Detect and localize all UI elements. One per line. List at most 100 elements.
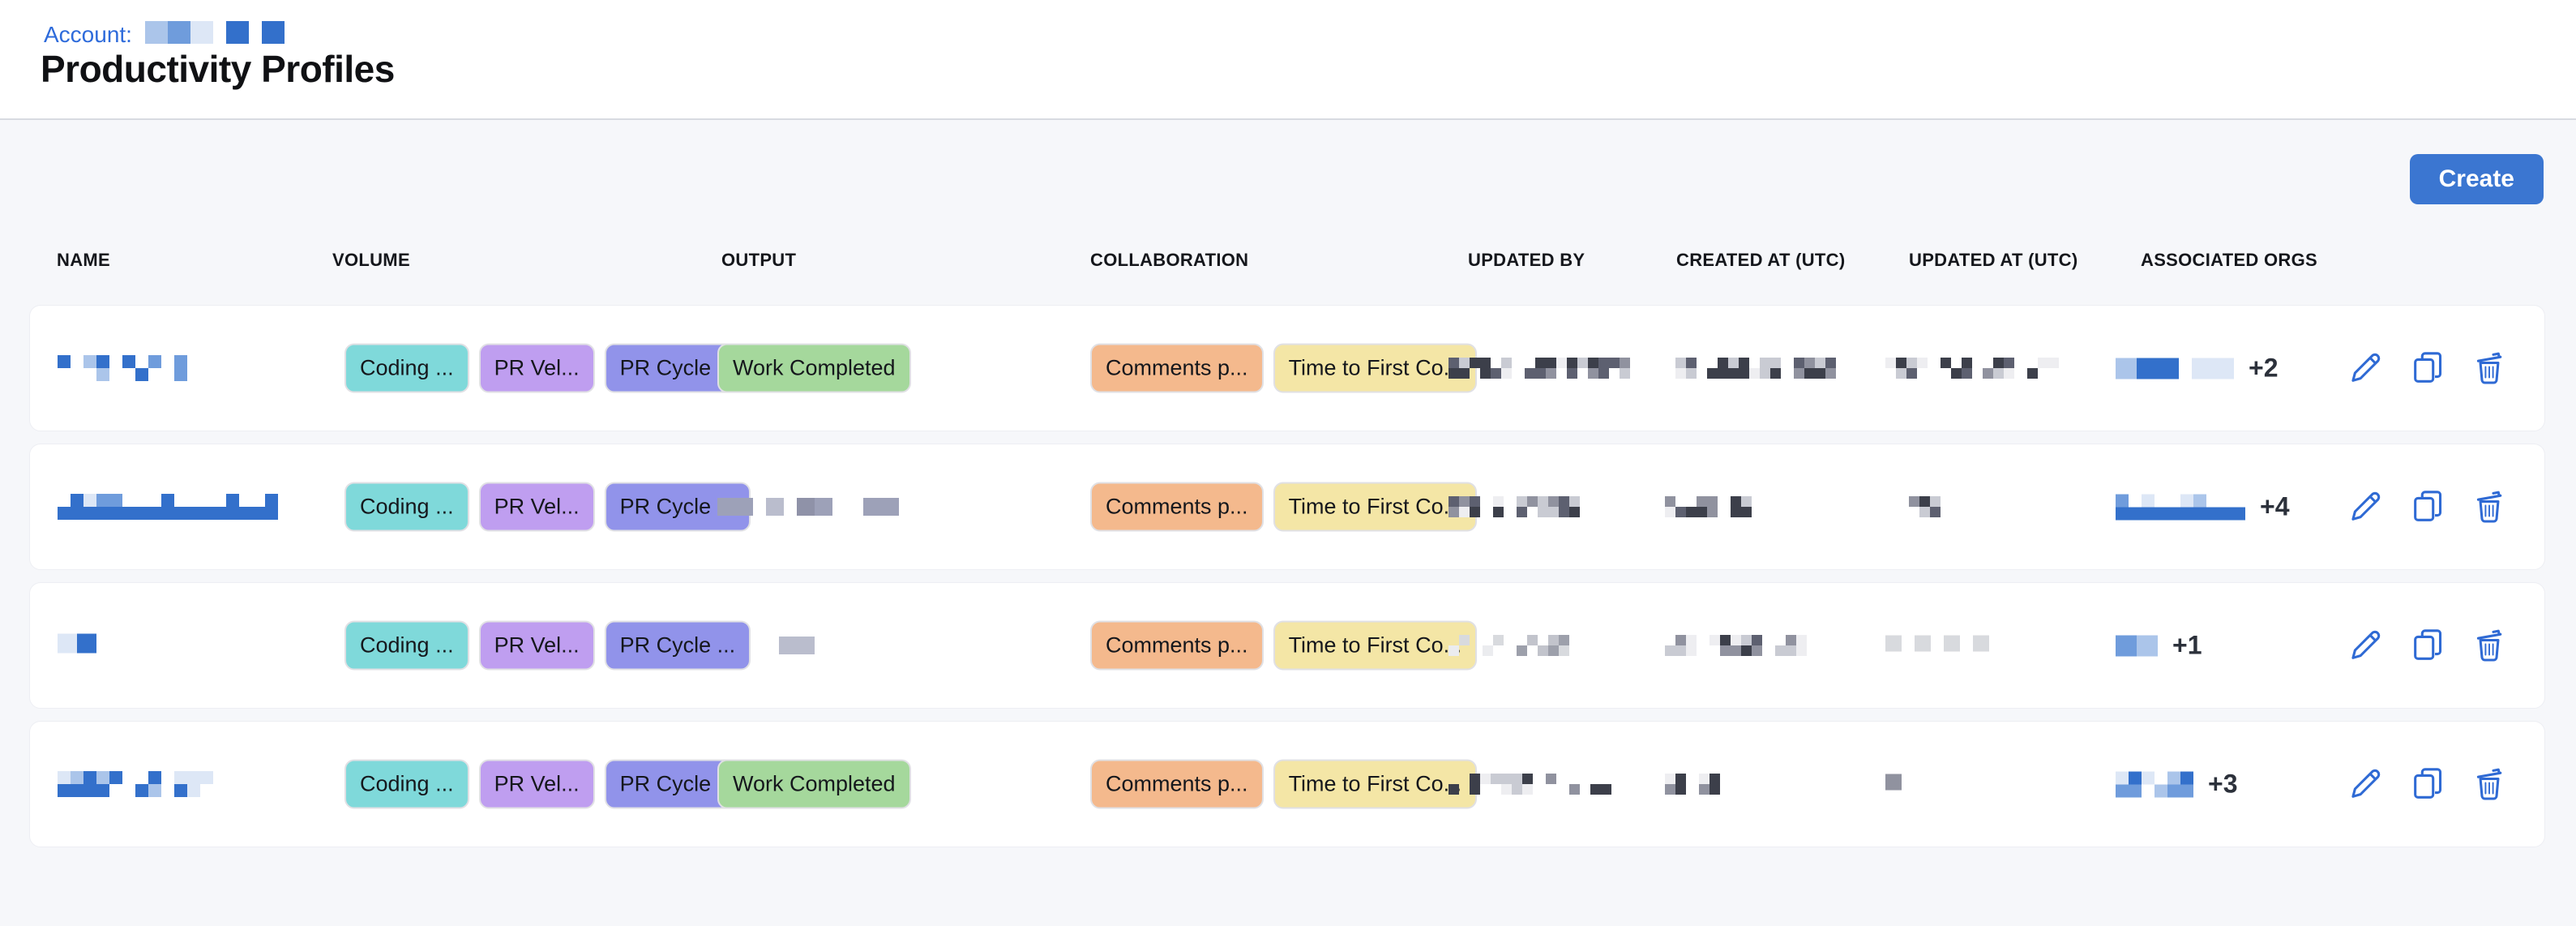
edit-button[interactable] [2347,349,2385,387]
metric-chip: Comments p... [1090,620,1264,671]
metric-chip: Comments p... [1090,482,1264,532]
volume-chips: Coding ... PR Vel... PR Cycle ... [344,759,751,809]
pencil-icon [2347,765,2385,803]
pencil-icon [2347,627,2385,664]
output-redacted [717,637,845,654]
orgs-more-count: +3 [2208,769,2238,799]
output-cell [717,498,899,516]
orgs-more-count: +2 [2249,353,2279,383]
orgs-redacted [2116,635,2158,656]
metric-chip: Coding ... [344,482,469,532]
column-header-associated-orgs: ASSOCIATED ORGS [2141,250,2318,270]
create-button[interactable]: Create [2409,154,2544,204]
associated-orgs-cell: +2 [2116,354,2278,384]
metric-chip: Work Completed [717,343,911,393]
created-at-redacted [1665,496,1752,517]
volume-chips: Coding ... PR Vel... PR Cycle ... [344,482,751,532]
metric-chip: PR Vel... [478,759,595,809]
orgs-more-count: +4 [2260,491,2290,521]
column-header-volume: VOLUME [332,250,410,270]
associated-orgs-cell: +1 [2116,631,2202,661]
updated-by-redacted [1448,635,1569,656]
content-area: Create NAME VOLUME OUTPUT COLLABORATION UPDA… [0,118,2576,926]
trash-icon [2471,765,2508,803]
created-at-redacted [1665,635,1807,656]
volume-chips: Coding ... PR Vel... PR Cycle ... [344,343,751,393]
metric-chip: Comments p... [1090,343,1264,393]
associated-orgs-cell: +3 [2116,770,2237,800]
column-header-output: OUTPUT [721,250,797,270]
row-actions [2347,765,2508,803]
duplicate-button[interactable] [2409,627,2446,664]
orgs-more-count: +1 [2172,630,2202,660]
updated-at-redacted [1885,774,1902,791]
metric-chip: Comments p... [1090,759,1264,809]
row-actions [2347,349,2508,387]
name-redacted [58,355,187,381]
duplicate-button[interactable] [2409,349,2446,387]
created-at-redacted [1665,774,1720,795]
metric-chip: PR Vel... [478,620,595,671]
row-actions [2347,488,2508,525]
duplicate-button[interactable] [2409,765,2446,803]
top-bar: Account: Productivity Profiles [0,0,2576,118]
account-link[interactable]: Account: [44,21,132,47]
volume-chips: Coding ... PR Vel... PR Cycle ... [344,620,751,671]
delete-button[interactable] [2471,349,2508,387]
table-row: Coding ... PR Vel... PR Cycle ... Work Comp… [29,305,2545,431]
metric-chip: PR Vel... [478,343,595,393]
copy-icon [2409,349,2446,387]
output-cell [717,637,845,654]
output-cell: Work Completed [717,759,911,809]
copy-icon [2409,627,2446,664]
copy-icon [2409,488,2446,525]
collaboration-chips: Comments p... Time to First Co... [1090,759,1478,809]
copy-icon [2409,765,2446,803]
duplicate-button[interactable] [2409,488,2446,525]
collaboration-chips: Comments p... Time to First Co... [1090,343,1478,393]
trash-icon [2471,349,2508,387]
edit-button[interactable] [2347,488,2385,525]
delete-button[interactable] [2471,765,2508,803]
table-row: Coding ... PR Vel... PR Cycle ... Work Comp… [29,721,2545,847]
metric-chip: Coding ... [344,620,469,671]
trash-icon [2471,488,2508,525]
metric-chip: PR Vel... [478,482,595,532]
updated-at-redacted [1885,496,1988,517]
edit-button[interactable] [2347,627,2385,664]
table-body: Coding ... PR Vel... PR Cycle ... Work Comp… [0,305,2576,860]
metric-chip: Time to First Co... [1273,482,1478,532]
breadcrumb: Account: [44,21,285,48]
table-row: Coding ... PR Vel... PR Cycle ... Comments … [29,444,2545,570]
metric-chip: Work Completed [717,759,911,809]
updated-by-redacted [1448,358,1630,379]
orgs-redacted [2116,771,2193,797]
row-actions [2347,627,2508,664]
name-redacted [58,633,96,654]
metric-chip: Time to First Co... [1273,759,1478,809]
updated-at-redacted [1885,635,1989,652]
metric-chip: Coding ... [344,759,469,809]
metric-chip: Time to First Co... [1273,343,1478,393]
column-header-updated-at-utc: UPDATED AT (UTC) [1909,250,2078,270]
metric-chip: Coding ... [344,343,469,393]
metric-chip: PR Cycle ... [604,620,751,671]
delete-button[interactable] [2471,627,2508,664]
account-name-mosaic [144,21,285,44]
column-header-created-at-utc: CREATED AT (UTC) [1676,250,1846,270]
account-name-redacted [144,21,285,48]
name-redacted [58,771,213,797]
name-redacted [58,494,278,520]
orgs-redacted [2116,494,2245,520]
pencil-icon [2347,349,2385,387]
edit-button[interactable] [2347,765,2385,803]
collaboration-chips: Comments p... Time to First Co... [1090,482,1478,532]
updated-by-redacted [1448,774,1622,795]
updated-by-redacted [1448,496,1580,517]
page-title: Productivity Profiles [41,48,395,90]
delete-button[interactable] [2471,488,2508,525]
output-cell: Work Completed [717,343,911,393]
output-redacted [717,498,899,516]
column-header-name: NAME [57,250,110,270]
column-header-updated-by: UPDATED BY [1468,250,1585,270]
